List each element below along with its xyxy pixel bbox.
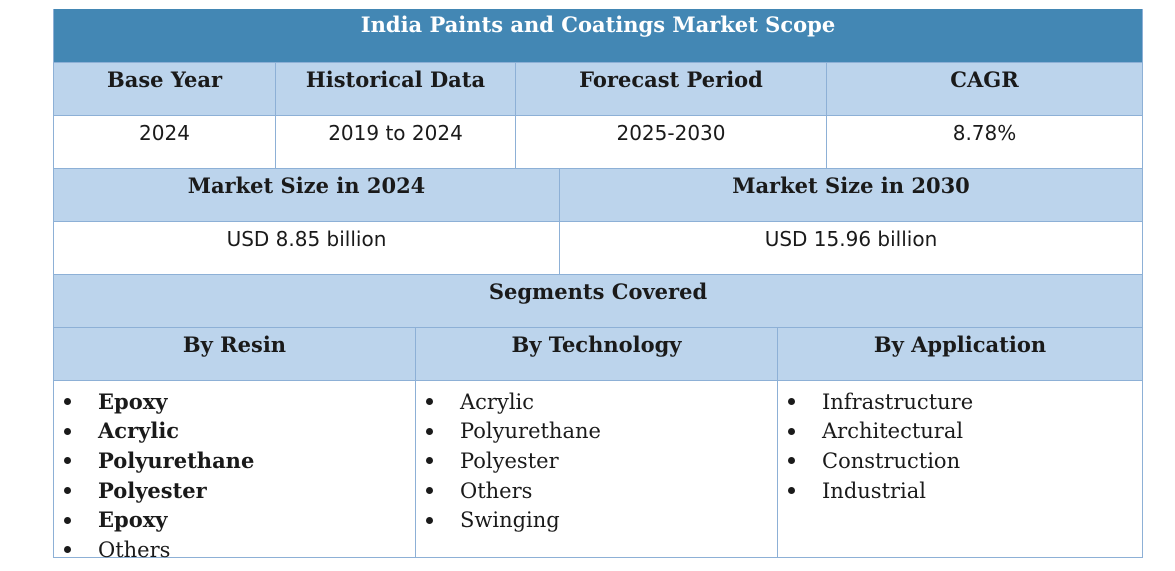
bullet-icon — [426, 516, 433, 524]
header-by-application: By Application — [873, 332, 1047, 357]
market-size-value-row: USD 8.85 billion USD 15.96 billion — [54, 221, 1142, 274]
market-size-header-row: Market Size in 2024 Market Size in 2030 — [54, 168, 1142, 221]
bullet-icon — [788, 398, 795, 406]
list-item: Epoxy — [64, 387, 254, 417]
bullet-icon — [788, 457, 795, 465]
resin-list-cell: Epoxy Acrylic Polyurethane Polyester Epoxy Ot… — [54, 381, 416, 562]
list-item: Others — [64, 535, 254, 565]
bullet-icon — [64, 546, 71, 554]
list-item: Architectural — [788, 417, 973, 447]
list-item-label: Architectural — [822, 419, 964, 444]
list-item: Epoxy — [64, 505, 254, 535]
list-item-label: Polyurethane — [98, 447, 255, 473]
segments-heading: Segments Covered — [488, 279, 708, 304]
list-item-label: Infrastructure — [822, 389, 974, 414]
list-item: Swinging — [426, 505, 601, 535]
technology-list: Acrylic Polyurethane Polyester Others Swingi… — [416, 387, 601, 535]
bullet-icon — [788, 427, 795, 435]
overview-value-row: 2024 2019 to 2024 2025-2030 8.78% — [54, 115, 1142, 168]
value-market-size-2030: USD 15.96 billion — [764, 227, 938, 251]
list-item: Acrylic — [426, 387, 601, 417]
bullet-icon — [426, 487, 433, 495]
list-item-label: Polyurethane — [460, 419, 601, 444]
list-item: Others — [426, 476, 601, 506]
header-market-size-2030: Market Size in 2030 — [732, 173, 970, 198]
header-by-technology: By Technology — [416, 328, 778, 380]
segments-heading-row: Segments Covered — [54, 274, 1142, 327]
overview-header-row: Base Year Historical Data Forecast Perio… — [54, 62, 1142, 115]
segments-column-header-row: By Resin By Technology By Application — [54, 327, 1142, 380]
list-item: Polyurethane — [64, 446, 254, 476]
technology-list-cell: Acrylic Polyurethane Polyester Others Swingi… — [416, 381, 778, 557]
application-list: Infrastructure Architectural Construction I… — [778, 387, 973, 505]
value-forecast-period: 2025-2030 — [516, 116, 827, 168]
list-item-label: Epoxy — [98, 507, 168, 533]
bullet-icon — [64, 487, 71, 495]
bullet-icon — [64, 516, 71, 524]
list-item: Polyester — [426, 446, 601, 476]
list-item-label: Polyester — [98, 477, 207, 503]
title-row: India Paints and Coatings Market Scope — [54, 9, 1142, 62]
bullet-icon — [64, 398, 71, 406]
value-cagr: 8.78% — [952, 121, 1017, 145]
list-item-label: Epoxy — [98, 388, 168, 414]
bullet-icon — [64, 427, 71, 435]
list-item: Polyester — [64, 476, 254, 506]
table-title: India Paints and Coatings Market Scope — [360, 12, 836, 37]
list-item: Infrastructure — [788, 387, 973, 417]
list-item-label: Others — [98, 537, 171, 562]
bullet-icon — [426, 457, 433, 465]
header-by-resin: By Resin — [54, 328, 416, 380]
list-item-label: Others — [460, 478, 533, 503]
list-item: Industrial — [788, 476, 973, 506]
bullet-icon — [64, 457, 71, 465]
value-market-size-2024: USD 8.85 billion — [54, 222, 560, 274]
list-item-label: Construction — [822, 448, 961, 473]
application-list-cell: Infrastructure Architectural Construction I… — [778, 381, 1142, 557]
market-scope-table: India Paints and Coatings Market Scope B… — [53, 9, 1143, 562]
header-forecast-period: Forecast Period — [516, 63, 827, 115]
list-item-label: Industrial — [822, 478, 926, 503]
list-item: Construction — [788, 446, 973, 476]
header-cagr: CAGR — [950, 67, 1019, 92]
header-market-size-2024: Market Size in 2024 — [54, 169, 560, 221]
value-base-year: 2024 — [54, 116, 276, 168]
segments-lists-row: Epoxy Acrylic Polyurethane Polyester Epoxy Ot… — [54, 380, 1142, 562]
bullet-icon — [788, 487, 795, 495]
list-item-label: Polyester — [460, 448, 559, 473]
bullet-icon — [426, 398, 433, 406]
list-item: Acrylic — [64, 417, 254, 447]
value-historical-data: 2019 to 2024 — [276, 116, 516, 168]
list-item: Polyurethane — [426, 417, 601, 447]
list-item-label: Swinging — [460, 508, 560, 533]
header-base-year: Base Year — [54, 63, 276, 115]
list-item-label: Acrylic — [98, 418, 180, 444]
header-historical-data: Historical Data — [276, 63, 516, 115]
bullet-icon — [426, 427, 433, 435]
resin-list: Epoxy Acrylic Polyurethane Polyester Epoxy Ot… — [54, 387, 254, 565]
list-item-label: Acrylic — [460, 389, 535, 414]
